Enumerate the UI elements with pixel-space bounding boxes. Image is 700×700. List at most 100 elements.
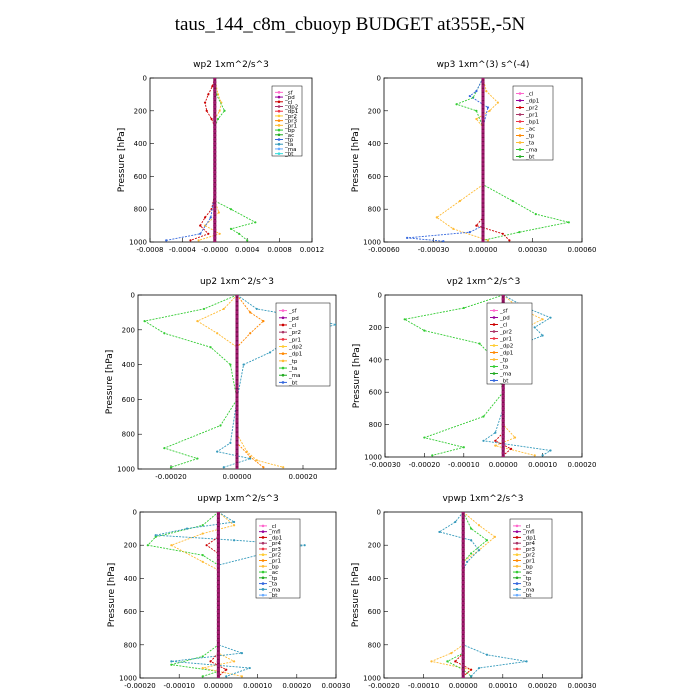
legend-marker [492,365,496,368]
data-point [481,96,485,101]
y-tick-label: 400 [122,361,135,369]
data-point [216,539,220,543]
data-point [493,535,496,539]
data-point [213,166,217,170]
data-point [216,639,220,643]
data-point [485,653,489,656]
data-point [216,117,220,121]
x-tick-label: -0.00020 [155,473,186,481]
legend-marker [277,138,281,141]
data-point [481,158,485,162]
data-point [213,80,217,84]
panel-title: wp3 1xm^(3) s^(-4) [437,60,530,70]
data-point [481,117,485,121]
data-point [216,527,220,531]
legend-entry: _tp [268,576,278,582]
legend-marker [518,155,522,158]
legend-marker [281,381,285,384]
data-point [240,652,244,655]
x-tick-label: 0.00000 [489,461,518,469]
x-tick-label: 0.00010 [243,682,272,690]
data-point [213,125,217,129]
data-point [481,236,485,240]
y-tick-label: 1000 [129,239,147,247]
data-point [216,676,220,678]
x-tick-label: 0.0008 [267,246,292,254]
y-tick-label: 0 [143,75,147,83]
data-point [454,520,457,524]
legend-marker [277,128,281,132]
data-point [461,597,465,601]
data-point [501,423,505,427]
series-line-cl [205,512,227,677]
data-point [235,458,239,462]
legend-entry: _ma [268,587,280,593]
data-point [481,101,485,105]
data-point [213,191,217,195]
y-tick-label: 1000 [363,675,381,683]
data-point [461,535,465,539]
y-tick-label: 200 [368,542,381,550]
legend-entry: _pr4 [522,541,536,547]
data-point [216,630,220,634]
data-point [461,576,465,581]
legend-marker [492,379,496,382]
data-point [501,447,505,451]
data-point [216,543,220,547]
legend-entry: _pr4 [268,541,282,547]
data-point [461,601,465,605]
legend-marker [518,141,522,144]
y-tick-label: 0 [377,75,381,83]
legend-entry: _bp [522,564,533,570]
data-point [501,427,505,431]
data-point [481,199,485,203]
data-point [235,432,239,436]
data-point [461,568,465,572]
legend-entry: _pr1 [268,559,281,565]
legend-entry: _dp1 [268,535,282,541]
data-point [163,447,166,450]
legend-marker [515,547,519,551]
legend-marker [492,344,496,347]
data-point [216,560,220,564]
panel-title: up2 1xm^2/s^3 [200,277,274,287]
data-point [225,668,228,671]
plot-frame [384,294,583,458]
chart-panel-5: upwp 1xm^2/s^3 Pressure [hPa] 0 200 400 600 80… [107,494,350,690]
data-point [235,341,239,345]
data-point [235,367,239,371]
legend-entry: _ta [284,142,293,148]
data-point [461,622,465,626]
x-tick-label: 0.00020 [289,473,318,481]
x-tick-label: 0.00030 [322,682,351,690]
y-tick-label: 600 [368,173,381,181]
data-point [475,224,478,227]
data-point [202,307,206,311]
data-point [216,626,220,630]
data-point [494,431,497,434]
data-point [481,232,485,236]
data-point [240,675,244,678]
data-point [163,332,166,335]
data-point [470,527,473,530]
data-point [450,652,453,655]
legend-marker [492,358,496,361]
legend-entry: _dp1 [288,352,302,358]
legend-entry: _pd [288,316,299,322]
data-point [501,297,505,301]
data-point [248,666,251,670]
data-point [213,187,217,191]
data-point [435,216,438,219]
data-point [461,518,465,522]
data-point [213,113,217,117]
data-point [255,307,258,311]
data-point [461,589,465,593]
data-point [533,454,536,457]
x-tick-label: 0.00020 [568,461,597,469]
data-point [229,363,232,366]
legend-entry: _ma [288,373,300,379]
figure-title: taus_144_c8m_cbuoyp BUDGET at355E,-5N [174,14,526,35]
data-point [461,676,465,678]
data-point [219,424,222,427]
x-tick-label: -0.00020 [368,682,399,690]
